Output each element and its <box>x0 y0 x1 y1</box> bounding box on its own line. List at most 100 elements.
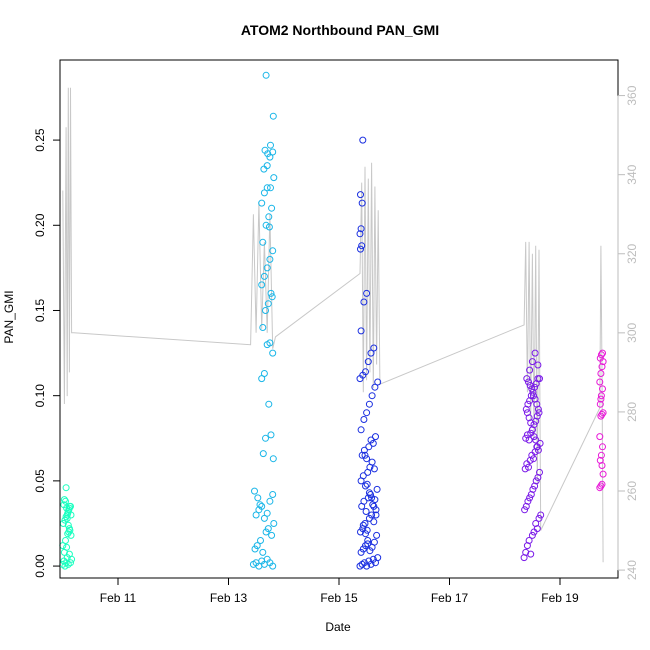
data-point <box>264 525 272 533</box>
data-point <box>599 443 606 451</box>
data-point <box>258 199 266 207</box>
data-point <box>60 496 68 504</box>
data-point <box>63 554 71 562</box>
data-point <box>362 530 369 538</box>
data-point <box>265 223 273 231</box>
data-point <box>534 405 542 413</box>
data-point <box>258 502 266 510</box>
data-point <box>269 562 277 570</box>
data-point <box>262 221 270 229</box>
data-point <box>357 426 365 434</box>
data-point <box>363 526 371 534</box>
data-point <box>362 508 370 515</box>
data-point <box>372 511 380 519</box>
data-point <box>598 363 606 371</box>
data-point <box>530 392 537 400</box>
data-point <box>599 470 607 478</box>
y-right-tick-label: 280 <box>625 402 639 422</box>
data-point <box>64 521 72 529</box>
data-point <box>269 247 277 255</box>
x-tick-label: Feb 15 <box>320 591 358 605</box>
data-point <box>253 542 261 550</box>
data-point <box>267 141 274 149</box>
data-point <box>528 426 536 434</box>
y-right-tick-label: 260 <box>625 481 639 501</box>
data-point <box>528 358 536 366</box>
data-point <box>361 520 369 527</box>
data-point <box>64 560 72 568</box>
data-point <box>525 537 533 544</box>
data-point <box>358 560 366 568</box>
data-point <box>63 514 71 522</box>
data-point <box>369 439 377 447</box>
data-point <box>597 482 605 490</box>
data-point <box>254 494 262 502</box>
data-point <box>596 400 604 408</box>
data-point <box>359 472 367 480</box>
data-point <box>360 298 368 306</box>
data-point <box>597 392 605 400</box>
data-point <box>363 289 371 297</box>
data-point <box>525 436 533 444</box>
data-point <box>259 450 267 458</box>
scatter-points-group <box>59 71 607 570</box>
data-point <box>371 496 379 504</box>
data-point <box>527 419 535 427</box>
data-point <box>64 509 72 517</box>
data-point <box>259 238 267 246</box>
data-point <box>357 245 364 253</box>
y-left-tick-label: 0.00 <box>33 554 47 578</box>
data-point <box>270 174 278 182</box>
data-point <box>365 443 373 451</box>
data-point <box>370 502 378 510</box>
data-point <box>260 272 268 280</box>
data-point <box>531 349 539 357</box>
data-point <box>260 370 268 377</box>
data-point <box>264 150 272 158</box>
x-tick-label: Feb 11 <box>100 591 137 605</box>
y-axis-right: 240 260 280 300 320 340 360 <box>617 85 639 580</box>
data-point <box>364 540 372 548</box>
data-point <box>268 293 276 301</box>
data-point <box>526 366 534 374</box>
data-point <box>533 443 541 451</box>
x-tick-label: Feb 13 <box>210 591 248 605</box>
data-point <box>533 412 541 420</box>
data-point <box>262 434 269 442</box>
y-left-tick-label: 0.05 <box>33 469 47 493</box>
data-point <box>524 400 532 408</box>
data-point <box>368 458 376 466</box>
data-point <box>360 446 368 454</box>
data-point <box>62 559 70 567</box>
data-point <box>63 504 71 512</box>
data-point <box>363 480 371 488</box>
data-point <box>370 518 378 526</box>
data-point <box>357 327 365 335</box>
data-point <box>262 307 269 314</box>
data-point <box>524 497 532 505</box>
y-left-tick-label: 0.15 <box>33 298 47 322</box>
data-point <box>357 191 364 199</box>
data-point <box>268 531 276 539</box>
data-point <box>259 324 267 331</box>
data-point <box>533 525 541 533</box>
data-point <box>358 199 366 207</box>
data-point <box>599 349 606 357</box>
data-point <box>266 255 274 263</box>
data-point <box>358 242 366 250</box>
data-point <box>525 378 532 386</box>
data-point <box>264 300 272 308</box>
y-right-tick-label: 300 <box>625 322 639 342</box>
data-point <box>597 370 605 377</box>
data-point <box>265 400 273 408</box>
x-axis: Feb 11 Feb 13 Feb 15 Feb 17 Feb 19 <box>100 577 579 605</box>
data-point <box>528 531 536 539</box>
data-point <box>596 378 604 386</box>
data-point <box>373 485 381 493</box>
data-point <box>532 436 540 444</box>
data-point <box>537 511 545 519</box>
data-point <box>269 148 277 156</box>
data-point <box>263 162 271 170</box>
